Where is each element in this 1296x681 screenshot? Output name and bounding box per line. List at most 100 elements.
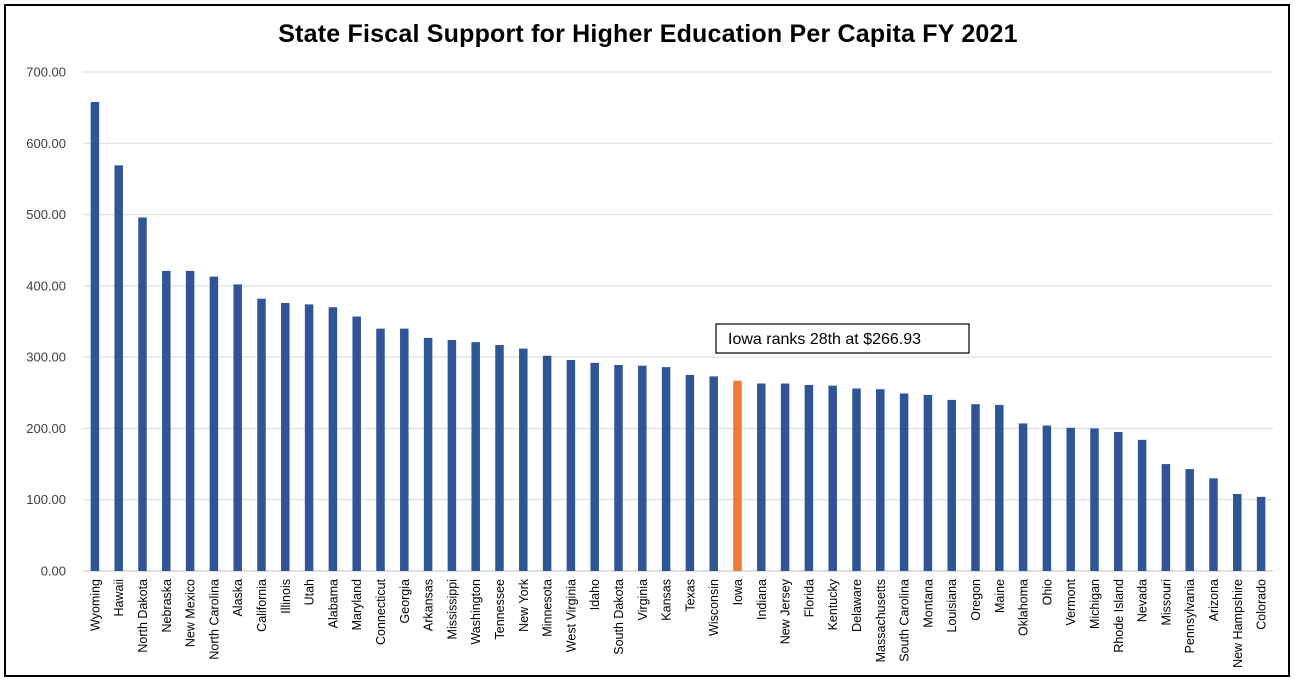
bar: [852, 388, 861, 571]
bar: [971, 404, 980, 571]
x-tick-label: Nebraska: [160, 579, 174, 633]
x-tick-label: Washington: [469, 579, 483, 645]
x-tick-label: Minnesota: [541, 579, 555, 637]
x-tick-label: Colorado: [1255, 579, 1269, 630]
x-tick-label: Maine: [993, 579, 1007, 613]
x-tick-label: Arkansas: [422, 579, 436, 631]
y-tick-label: 400.00: [26, 278, 66, 293]
x-tick-label: Illinois: [279, 579, 293, 614]
x-tick-label: Georgia: [398, 579, 412, 624]
bar: [209, 276, 219, 571]
x-tick-label: Massachusetts: [874, 579, 888, 662]
x-tick-label: Indiana: [755, 579, 769, 620]
x-tick-label: California: [255, 579, 269, 632]
bar: [876, 389, 885, 571]
bar: [542, 355, 552, 571]
bar: [281, 302, 290, 571]
x-tick-label: Kentucky: [826, 578, 840, 630]
bar: [352, 316, 361, 571]
x-tick-label: Wyoming: [88, 579, 102, 631]
x-tick-label: Florida: [802, 579, 816, 617]
y-tick-label: 100.00: [26, 492, 66, 507]
x-tick-label: Idaho: [588, 579, 602, 610]
bar: [162, 270, 171, 571]
x-tick-label: New York: [517, 578, 531, 632]
bar: [1114, 431, 1123, 571]
x-tick-label: Rhode Island: [1112, 579, 1126, 653]
y-tick-label: 0.00: [41, 564, 66, 579]
x-tick-label: Michigan: [1088, 579, 1102, 629]
bar: [471, 342, 480, 571]
annotation-box: [715, 323, 970, 354]
x-tick-label: Oregon: [969, 579, 983, 621]
bar: [995, 404, 1004, 571]
x-tick-label: Maryland: [350, 579, 364, 630]
annotation-text: Iowa ranks 28th at $266.93: [728, 331, 921, 348]
x-tick-label: North Carolina: [207, 579, 221, 660]
x-tick-label: Delaware: [850, 579, 864, 632]
bar: [1018, 423, 1028, 571]
chart-frame: [4, 4, 1290, 677]
bar: [1185, 469, 1194, 571]
bar: [1042, 425, 1052, 571]
bar: [1256, 496, 1266, 571]
bar: [328, 307, 338, 571]
x-tick-label: Vermont: [1064, 578, 1078, 625]
x-tick-label: Arizona: [1207, 579, 1221, 621]
x-tick-label: Pennsylvania: [1183, 579, 1197, 653]
x-tick-label: Hawaii: [112, 579, 126, 617]
bar: [947, 399, 956, 571]
x-tick-label: Connecticut: [374, 578, 388, 645]
x-tick-label: Nevada: [1136, 579, 1150, 622]
bar: [519, 348, 528, 571]
bar: [447, 340, 457, 571]
x-tick-label: Montana: [921, 579, 935, 628]
y-tick-label: 600.00: [26, 136, 66, 151]
bar: [304, 304, 314, 571]
x-tick-label: Virginia: [636, 579, 650, 621]
x-tick-label: Louisiana: [945, 579, 959, 633]
bar: [590, 362, 599, 571]
bar: [400, 328, 409, 571]
bar: [828, 385, 837, 571]
bar: [90, 101, 100, 571]
bar: [899, 393, 909, 571]
x-tick-label: New Jersey: [779, 578, 793, 644]
bar: [1066, 427, 1075, 571]
bar: [423, 337, 433, 571]
bar: [733, 380, 742, 571]
y-tick-label: 500.00: [26, 207, 66, 222]
x-tick-label: West Virginia: [564, 579, 578, 652]
bar: [1161, 464, 1171, 571]
bar: [257, 298, 266, 571]
bar: [185, 270, 195, 571]
bar: [804, 384, 814, 571]
bar: [638, 365, 647, 571]
x-tick-label: South Carolina: [898, 579, 912, 662]
x-tick-label: Iowa: [731, 579, 745, 605]
bar: [1137, 439, 1147, 571]
x-tick-label: Alabama: [326, 579, 340, 628]
x-tick-label: Texas: [683, 579, 697, 612]
y-tick-label: 200.00: [26, 421, 66, 436]
bar: [757, 383, 766, 571]
bar: [614, 364, 623, 571]
x-tick-label: Mississippi: [445, 579, 459, 639]
x-tick-label: Utah: [303, 579, 317, 605]
bar: [114, 165, 123, 572]
chart-title: State Fiscal Support for Higher Educatio…: [278, 20, 1018, 48]
x-tick-label: Alaska: [231, 579, 245, 617]
x-tick-label: North Dakota: [136, 579, 150, 653]
bar: [1209, 478, 1218, 571]
bar: [661, 367, 671, 571]
x-tick-label: Wisconsin: [707, 579, 721, 636]
x-tick-label: Ohio: [1040, 579, 1054, 605]
bar: [1233, 494, 1242, 571]
bar: [495, 345, 504, 571]
x-tick-label: Missouri: [1159, 579, 1173, 626]
bar: [923, 394, 933, 571]
x-tick-label: South Dakota: [612, 579, 626, 655]
bar: [685, 374, 695, 571]
bar: [709, 376, 718, 571]
